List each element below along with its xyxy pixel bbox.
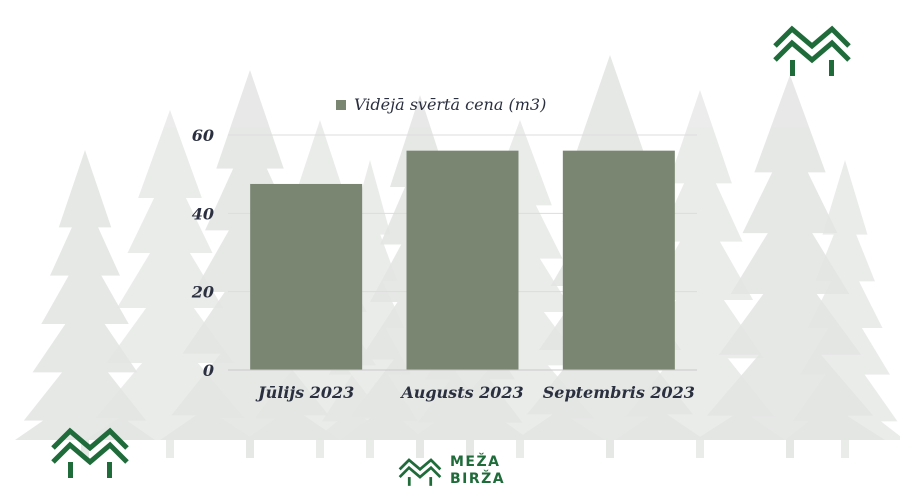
x-tick-label: Septembris 2023 (543, 383, 695, 402)
y-tick-label: 60 (192, 126, 214, 145)
x-axis-labels: Jūlijs 2023 Augusts 2023 Septembris 2023 (255, 383, 695, 402)
bar (250, 183, 363, 370)
brand-logo: MEŽA BIRŽA (398, 452, 505, 490)
x-tick-label: Augusts 2023 (399, 383, 523, 402)
brand-mark-icon (398, 458, 442, 486)
logo-bottom-left-icon (51, 427, 129, 478)
brand-line-2: BIRŽA (450, 471, 506, 487)
y-tick-label: 0 (203, 361, 214, 380)
y-axis-ticks: 0 20 40 60 (191, 126, 214, 380)
bar (406, 150, 519, 370)
legend: Vidējā svērtā cena (m3) (336, 95, 546, 114)
bars (250, 150, 675, 370)
brand-text: MEŽA BIRŽA (450, 454, 505, 488)
y-tick-label: 20 (191, 283, 214, 302)
x-tick-label: Jūlijs 2023 (255, 383, 354, 402)
legend-label: Vidējā svērtā cena (m3) (354, 95, 546, 114)
brand-line-1: MEŽA (450, 454, 501, 470)
legend-swatch (336, 100, 346, 110)
y-tick-label: 40 (192, 204, 214, 223)
logo-top-right-icon (773, 25, 851, 76)
background-tree (15, 150, 155, 458)
bar (562, 150, 675, 370)
background-tree (785, 160, 900, 458)
